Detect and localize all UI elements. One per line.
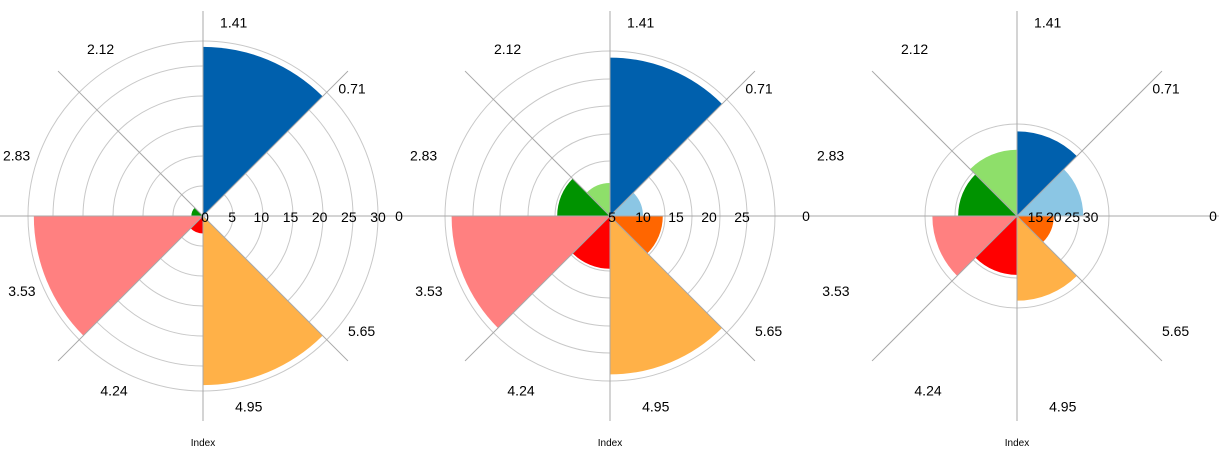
spoke-line [57, 215, 204, 362]
polar-chart-middle: 0 0.71 1.41 2.12 2.83 3.53 4.24 4.95 5.65 5 10 15 20… [405, 11, 815, 449]
angle-tick-label: 0.71 [745, 81, 772, 97]
radial-tick-label: 25 [1064, 209, 1080, 225]
spoke-line [202, 70, 349, 217]
bar-sector-6 [1017, 216, 1077, 301]
polar-chart-right: 0 0.71 1.41 2.12 2.83 3.53 4.24 4.95 5.65 15 20 25 3… [812, 11, 1219, 449]
angle-tick-label: 2.12 [901, 41, 928, 57]
x-axis-title: Index [191, 438, 215, 449]
bar-sector-4 [932, 216, 1017, 276]
angle-tick-label: 4.95 [235, 399, 262, 415]
angle-tick-label: 5.65 [348, 323, 375, 339]
bar-sector-7 [610, 216, 663, 254]
bars [451, 57, 723, 375]
angle-tick-label: 2.12 [494, 41, 521, 57]
angle-tick-label: 0.71 [338, 81, 365, 97]
spoke-line [464, 70, 611, 217]
radial-tick-label: 20 [701, 209, 717, 225]
bar-sector-6 [203, 216, 323, 386]
spoke-line [609, 215, 756, 362]
angle-tick-label: 3.53 [8, 283, 35, 299]
radial-tick-label: 10 [635, 209, 651, 225]
polar-chart-left: 0 0.71 1.41 2.12 2.83 3.53 4.24 4.95 5.65 0 5 10 15 2… [0, 11, 408, 449]
spoke-line [871, 215, 1018, 362]
angle-tick-label: 1.41 [220, 14, 247, 30]
radial-tick-labels: 15 20 25 30 [1028, 209, 1099, 225]
angle-tick-labels: 0 0.71 1.41 2.12 2.83 3.53 4.24 4.95 5.65 [3, 14, 403, 414]
angular-spokes [0, 11, 408, 421]
bar-sector-0 [610, 192, 643, 216]
radial-tick-label: 5 [228, 209, 236, 225]
radial-tick-label: 0 [201, 209, 209, 225]
radial-tick-label: 20 [1046, 209, 1062, 225]
radial-tick-label: 30 [1083, 209, 1099, 225]
angle-tick-label: 0 [1209, 208, 1217, 224]
bar-sector-1 [1017, 131, 1077, 216]
radial-tick-label: 15 [1028, 209, 1044, 225]
spoke-line [1016, 215, 1163, 362]
spoke-line [464, 215, 611, 362]
spoke-line [609, 70, 756, 217]
angle-tick-label: 2.12 [87, 41, 114, 57]
spoke-line [57, 70, 204, 217]
radial-tick-label: 25 [341, 209, 357, 225]
bar-sector-3 [557, 178, 610, 216]
angle-tick-label: 0.71 [1152, 81, 1179, 97]
spoke-line [871, 70, 1018, 217]
angle-tick-label: 4.24 [914, 383, 941, 399]
angle-tick-label: 0 [395, 208, 403, 224]
bar-sector-1 [203, 46, 323, 217]
angle-tick-label: 1.41 [627, 14, 654, 30]
bar-sector-3 [191, 207, 203, 216]
radial-tick-label: 15 [283, 209, 299, 225]
bar-sector-5 [975, 216, 1017, 275]
radial-tick-label: 20 [312, 209, 328, 225]
bar-sector-5 [572, 216, 610, 269]
bar-sector-5 [190, 216, 203, 234]
radial-tick-label: 5 [608, 209, 616, 225]
angle-tick-label: 3.53 [415, 283, 442, 299]
angle-tick-label: 0 [802, 208, 810, 224]
angle-tick-label: 4.95 [1049, 399, 1076, 415]
angle-tick-label: 2.83 [410, 147, 437, 163]
radial-tick-label: 30 [370, 209, 386, 225]
radial-tick-label: 25 [734, 209, 750, 225]
radial-tick-label: 15 [668, 209, 684, 225]
bar-sector-4 [33, 216, 204, 336]
angular-spokes [405, 11, 815, 421]
spoke-line [1016, 70, 1163, 217]
angle-tick-label: 5.65 [1162, 323, 1189, 339]
angle-tick-label: 4.24 [507, 383, 534, 399]
angle-tick-label: 2.83 [817, 147, 844, 163]
radial-tick-label: 10 [254, 209, 270, 225]
angle-tick-label: 1.41 [1034, 14, 1061, 30]
bars [932, 131, 1084, 301]
bar-sector-2 [970, 149, 1017, 216]
x-axis-title: Index [1005, 438, 1029, 449]
bar-sector-3 [958, 174, 1017, 216]
bars [33, 46, 323, 386]
radial-tick-labels: 5 10 15 20 25 [608, 209, 750, 225]
bar-sector-1 [610, 57, 723, 216]
angle-tick-label: 2.83 [3, 147, 30, 163]
angular-spokes [812, 11, 1219, 421]
bar-sector-7 [1017, 216, 1054, 243]
spoke-line [202, 215, 349, 362]
bar-sector-6 [610, 216, 723, 375]
radial-tick-labels: 0 5 10 15 20 25 30 [201, 209, 386, 225]
angle-tick-labels: 0 0.71 1.41 2.12 2.83 3.53 4.24 4.95 5.65 [817, 14, 1217, 414]
angle-tick-label: 4.24 [100, 383, 127, 399]
angle-tick-label: 4.95 [642, 399, 669, 415]
bar-sector-4 [451, 216, 610, 329]
bar-sector-2 [586, 183, 610, 216]
angle-tick-label: 5.65 [755, 323, 782, 339]
bar-sector-0 [1017, 169, 1084, 216]
x-axis-title: Index [598, 438, 622, 449]
angle-tick-label: 3.53 [822, 283, 849, 299]
angle-tick-labels: 0 0.71 1.41 2.12 2.83 3.53 4.24 4.95 5.65 [410, 14, 810, 414]
